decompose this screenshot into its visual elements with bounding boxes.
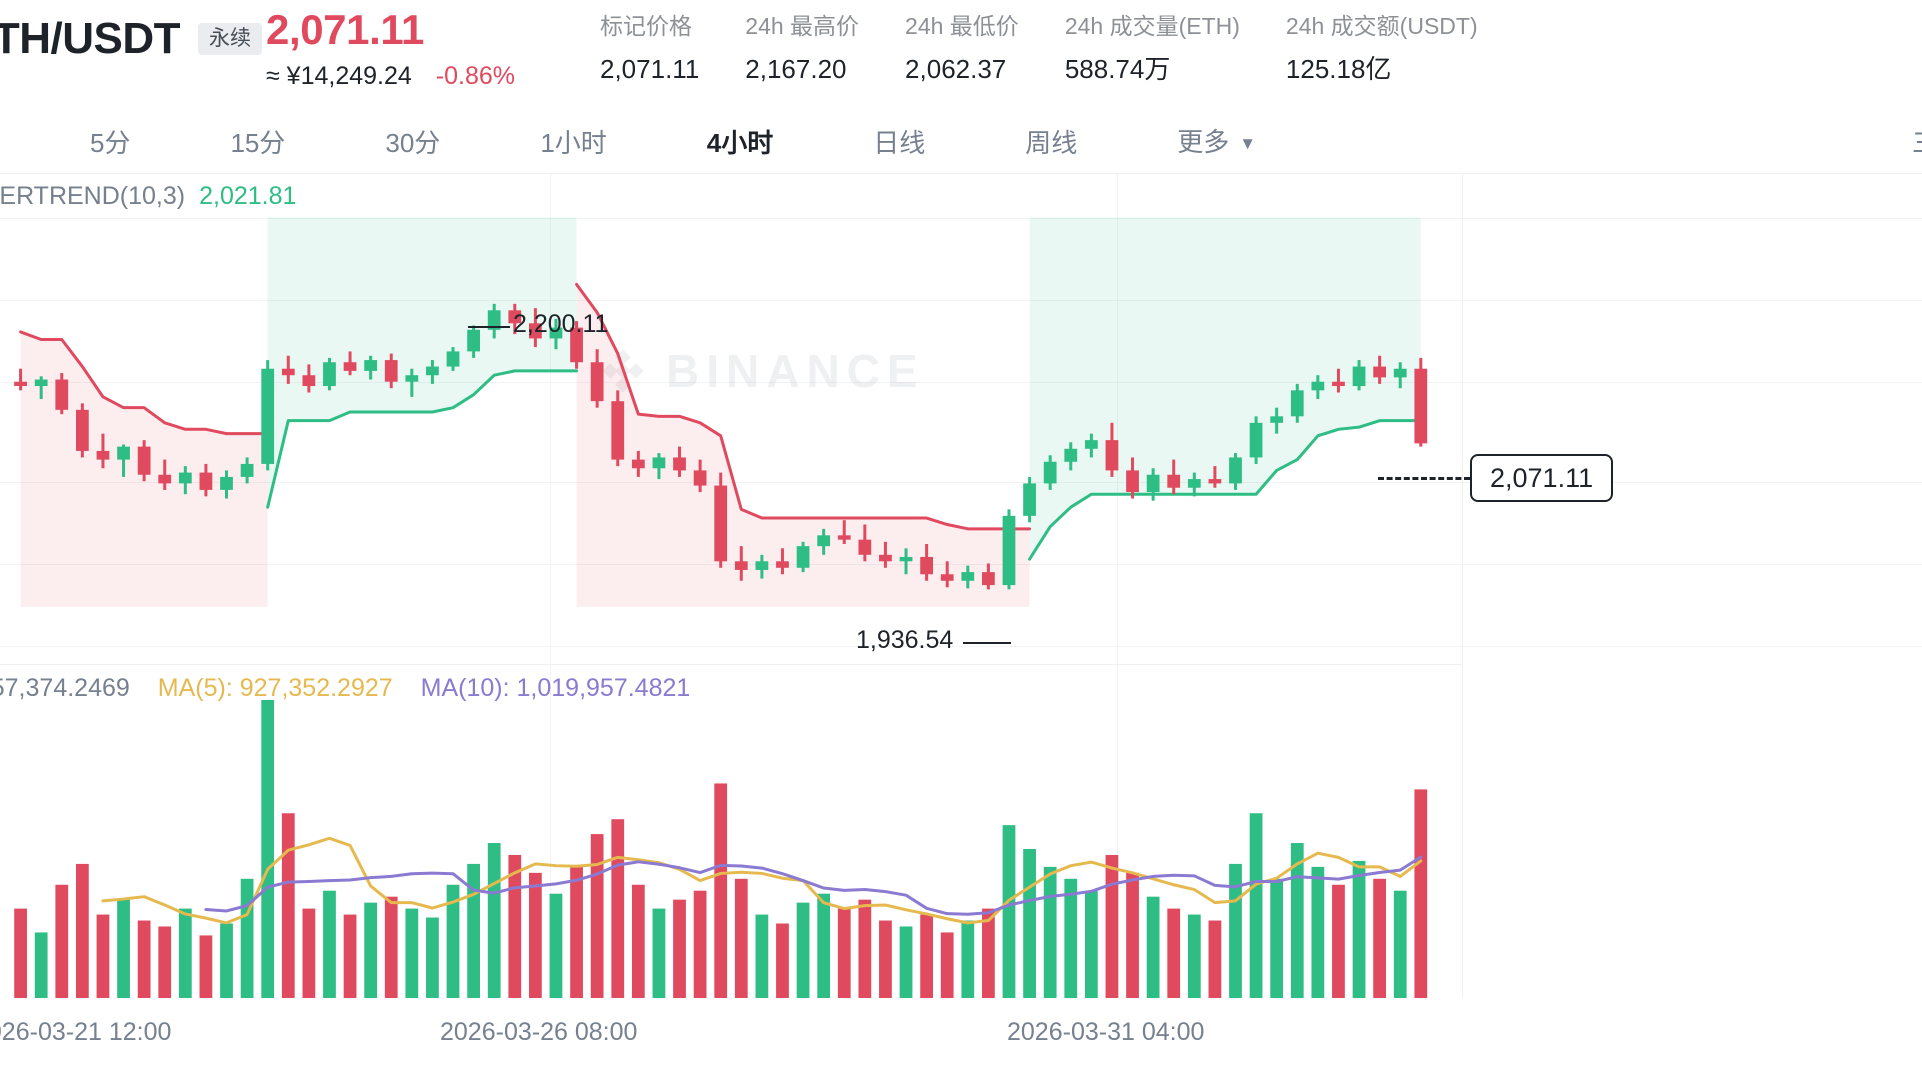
tab-4h[interactable]: 4小时 [706, 128, 774, 158]
stat-label: 24h 最低价 [905, 13, 1019, 39]
swing-high-leader-line [468, 326, 510, 328]
last-price-tag[interactable]: 2,071.11 [1470, 454, 1614, 502]
gridline [0, 646, 1922, 647]
last-price-dashed-line [1378, 477, 1470, 480]
price-axis[interactable]: 2,282.4 2,210.6 2,138.8 2,066.9 1,995.1 … [1462, 174, 1922, 1080]
stat-24h-high: 24h 最高价 2,167.20 [745, 13, 905, 85]
stat-label: 24h 最高价 [745, 13, 860, 39]
chart-area[interactable]: SUPERTREND(10,3) 2,021.81 1,157,374.2469 M… [0, 174, 1922, 1080]
cny-equivalent-price: ≈ ¥14,249.24 [266, 62, 412, 91]
timeframe-tabbar: 5分 15分 30分 1小时 4小时 日线 周线 更多 ▼ 三 [0, 112, 1922, 174]
volume-legend-value: 1,157,374.2469 [0, 674, 130, 702]
stat-label: 24h 成交量(ETH) [1064, 13, 1240, 39]
tab-1d[interactable]: 日线 [873, 128, 926, 158]
chevron-down-icon: ▼ [1239, 134, 1257, 153]
timeframe-tabs: 5分 15分 30分 1小时 4小时 日线 周线 更多 ▼ [40, 112, 1306, 174]
supertrend-legend-value: 2,021.81 [199, 182, 297, 210]
gridline [0, 382, 1922, 383]
stat-value: 2,062.37 [905, 54, 1007, 85]
volume-pane[interactable] [0, 680, 1462, 998]
stat-value: 2,071.11 [600, 54, 700, 85]
gridline [550, 174, 551, 998]
tab-1h[interactable]: 1小时 [540, 128, 607, 158]
stat-value: 125.18亿 [1285, 54, 1392, 85]
tab-more-label: 更多 [1177, 127, 1230, 157]
gridline [0, 482, 1922, 483]
symbol-block[interactable]: ETH/USDT 永续 [0, 14, 262, 64]
price-block: 2,071.11 ≈ ¥14,249.24 -0.86% [266, 6, 566, 91]
symbol-name[interactable]: ETH/USDT [0, 14, 181, 63]
tab-5m[interactable]: 5分 [90, 128, 131, 158]
supertrend-legend[interactable]: SUPERTREND(10,3) 2,021.81 [0, 182, 296, 211]
market-stats: 标记价格 2,071.11 24h 最高价 2,167.20 24h 最低价 2… [600, 13, 1478, 85]
gridline [0, 564, 1922, 565]
volume-legend[interactable]: 1,157,374.2469 MA(5): 927,352.2927 MA(10):… [0, 674, 690, 703]
tab-1w[interactable]: 周线 [1025, 128, 1078, 158]
market-header: ETH/USDT 永续 2,071.11 ≈ ¥14,249.24 -0.86%… [0, 0, 1922, 112]
swing-high-annotation: 2,200.11 [513, 310, 609, 338]
stat-24h-volume-base: 24h 成交量(ETH) 588.74万 [1064, 13, 1286, 85]
stat-label: 标记价格 [600, 13, 692, 39]
time-axis-label: 2026-03-31 04:00 [1007, 1018, 1205, 1046]
time-axis[interactable]: 2026-03-21 12:00 2026-03-26 08:00 2026-0… [0, 1006, 1922, 1080]
contract-type-badge: 永续 [198, 23, 262, 55]
time-axis-label: 2026-03-21 12:00 [0, 1018, 172, 1046]
pane-divider [0, 664, 1462, 665]
ma10-legend: MA(10): 1,019,957.4821 [420, 674, 691, 702]
gridline [0, 218, 1922, 219]
price-pane[interactable] [0, 174, 1462, 650]
tab-more[interactable]: 更多 ▼ [1127, 111, 1306, 175]
ma5-legend: MA(5): 927,352.2927 [157, 674, 393, 702]
candlestick-plot[interactable] [0, 174, 1462, 650]
gridline [1117, 174, 1118, 998]
swing-low-annotation: 1,936.54 [856, 626, 954, 654]
tab-15m[interactable]: 15分 [230, 128, 286, 158]
tab-30m[interactable]: 30分 [385, 128, 441, 158]
stat-value: 588.74万 [1064, 54, 1171, 85]
stat-label: 24h 成交额(USDT) [1285, 13, 1478, 39]
gridline [0, 300, 1922, 301]
stat-24h-turnover-quote: 24h 成交额(USDT) 125.18亿 [1285, 13, 1478, 85]
stat-value: 2,167.20 [745, 54, 847, 85]
stat-mark-price: 标记价格 2,071.11 [600, 13, 745, 85]
chart-settings-menu-icon[interactable]: 三 [1912, 112, 1922, 174]
change-percent: -0.86% [435, 62, 516, 91]
supertrend-legend-label: SUPERTREND(10,3) [0, 182, 186, 210]
axis-divider [1462, 174, 1463, 998]
volume-plot[interactable] [0, 680, 1462, 998]
time-axis-label: 2026-03-26 08:00 [440, 1018, 638, 1046]
last-price: 2,071.11 [266, 6, 424, 53]
swing-low-leader-line [963, 642, 1011, 644]
stat-24h-low: 24h 最低价 2,062.37 [905, 13, 1065, 85]
